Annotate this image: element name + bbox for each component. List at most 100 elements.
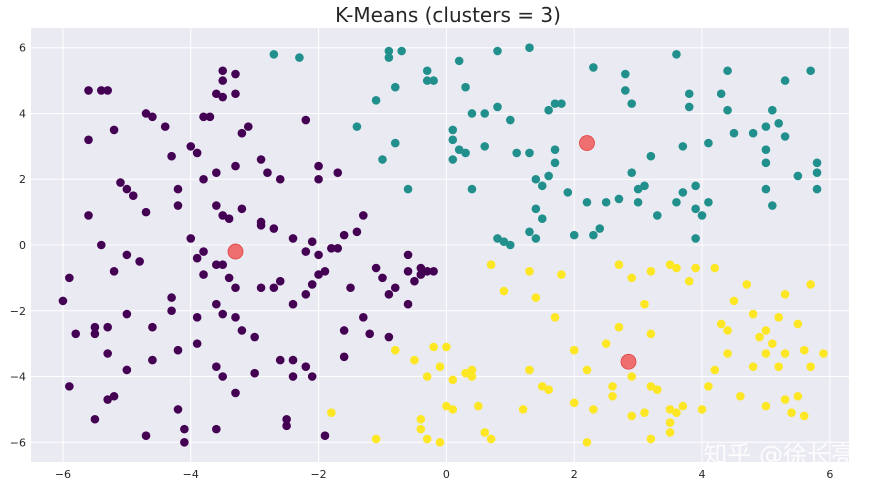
data-point-cluster-0 — [275, 174, 285, 184]
data-point-cluster-1 — [493, 102, 502, 112]
data-point-cluster-0 — [288, 234, 298, 243]
data-point-cluster-1 — [589, 230, 598, 240]
data-point-cluster-1 — [614, 194, 624, 204]
y-tick-labels: −6 −4 −2 0 2 4 6 — [10, 42, 26, 450]
data-point-cluster-1 — [621, 86, 630, 95]
data-point-cluster-0 — [250, 332, 259, 342]
data-point-cluster-2 — [474, 401, 483, 411]
data-point-cluster-0 — [65, 273, 74, 283]
data-point-cluster-2 — [442, 401, 451, 411]
data-point-cluster-2 — [761, 401, 771, 411]
data-point-cluster-0 — [218, 76, 228, 85]
data-point-cluster-1 — [557, 99, 566, 108]
data-point-cluster-1 — [397, 46, 406, 56]
data-point-cluster-2 — [371, 434, 381, 444]
chart-title: K-Means (clusters = 3) — [335, 3, 561, 27]
y-tick-label: −6 — [10, 436, 26, 449]
data-point-cluster-1 — [672, 197, 681, 207]
data-point-cluster-0 — [410, 276, 419, 286]
data-point-cluster-0 — [141, 431, 151, 440]
data-point-cluster-0 — [199, 247, 208, 256]
data-point-cluster-2 — [486, 260, 496, 270]
data-point-cluster-0 — [256, 283, 266, 293]
data-point-cluster-0 — [199, 112, 208, 122]
data-point-cluster-2 — [550, 313, 560, 322]
data-point-cluster-2 — [525, 365, 534, 375]
data-point-cluster-1 — [537, 214, 547, 223]
x-tick-label: −6 — [55, 468, 71, 481]
data-point-cluster-2 — [678, 401, 688, 411]
data-point-cluster-1 — [768, 105, 777, 115]
data-point-cluster-0 — [352, 227, 362, 237]
data-point-cluster-1 — [601, 197, 611, 207]
data-point-cluster-2 — [627, 411, 637, 421]
data-point-cluster-2 — [819, 349, 828, 358]
data-point-cluster-0 — [288, 355, 298, 365]
data-point-cluster-1 — [704, 197, 713, 207]
data-point-cluster-2 — [614, 260, 624, 270]
data-point-cluster-2 — [672, 408, 681, 417]
data-point-cluster-2 — [486, 434, 496, 444]
data-point-cluster-1 — [403, 184, 413, 194]
data-point-cluster-0 — [84, 135, 93, 145]
data-point-cluster-0 — [167, 293, 176, 302]
data-point-cluster-1 — [531, 174, 541, 184]
data-point-cluster-1 — [467, 184, 477, 194]
data-point-cluster-0 — [212, 89, 221, 99]
data-point-cluster-2 — [704, 382, 713, 391]
x-tick-label: −2 — [310, 468, 326, 481]
data-point-cluster-1 — [640, 181, 649, 191]
x-tick-label: 0 — [443, 468, 450, 481]
data-point-cluster-1 — [531, 204, 541, 214]
data-point-cluster-1 — [723, 66, 732, 76]
data-point-cluster-2 — [448, 375, 458, 385]
data-point-cluster-1 — [582, 197, 592, 207]
data-point-cluster-2 — [435, 362, 445, 371]
data-point-cluster-2 — [582, 365, 592, 375]
data-point-cluster-0 — [212, 260, 221, 270]
data-point-cluster-1 — [697, 211, 707, 220]
data-point-cluster-1 — [448, 135, 458, 145]
data-point-cluster-1 — [454, 145, 464, 154]
data-point-cluster-2 — [780, 395, 790, 404]
data-point-cluster-0 — [212, 201, 221, 210]
data-point-cluster-1 — [499, 237, 509, 247]
data-point-cluster-2 — [723, 349, 732, 358]
data-point-cluster-1 — [295, 53, 304, 62]
data-point-cluster-0 — [173, 201, 183, 210]
data-point-cluster-1 — [378, 155, 387, 164]
data-point-cluster-1 — [422, 76, 432, 85]
data-point-cluster-0 — [269, 224, 279, 233]
data-point-cluster-1 — [691, 181, 700, 191]
data-point-cluster-1 — [729, 128, 739, 138]
data-point-cluster-1 — [544, 171, 553, 181]
data-point-cluster-1 — [467, 109, 477, 118]
data-point-cluster-1 — [525, 43, 534, 53]
data-point-cluster-1 — [748, 128, 758, 138]
y-tick-label: 4 — [19, 107, 26, 120]
data-point-cluster-0 — [199, 270, 208, 279]
data-point-cluster-2 — [697, 405, 707, 414]
data-point-cluster-0 — [186, 234, 196, 243]
data-point-cluster-0 — [231, 313, 240, 322]
data-point-cluster-0 — [218, 372, 228, 381]
data-point-cluster-2 — [755, 332, 764, 342]
data-point-cluster-1 — [505, 240, 515, 250]
data-point-cluster-1 — [390, 82, 400, 92]
data-point-cluster-2 — [531, 293, 541, 302]
data-point-cluster-0 — [263, 168, 272, 177]
data-point-cluster-0 — [282, 414, 291, 424]
data-point-cluster-0 — [237, 326, 247, 335]
data-point-cluster-1 — [761, 145, 771, 154]
data-point-cluster-1 — [512, 148, 521, 158]
data-point-cluster-0 — [275, 355, 285, 365]
data-point-cluster-2 — [569, 398, 579, 408]
data-point-cluster-0 — [314, 161, 323, 171]
data-point-cluster-0 — [173, 345, 183, 355]
data-point-cluster-0 — [243, 122, 253, 131]
watermark: 知乎 @徐长亮 — [703, 441, 855, 469]
data-point-cluster-2 — [748, 362, 758, 371]
data-point-cluster-0 — [96, 240, 106, 250]
data-point-cluster-1 — [691, 204, 700, 214]
